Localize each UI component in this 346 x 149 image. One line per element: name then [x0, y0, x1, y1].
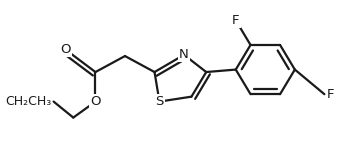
Text: O: O	[90, 95, 101, 108]
Text: F: F	[232, 14, 239, 27]
Text: F: F	[327, 88, 334, 101]
Text: O: O	[61, 43, 71, 56]
Text: CH₂CH₃: CH₂CH₃	[5, 95, 51, 108]
Text: CH: CH	[33, 95, 51, 108]
Text: S: S	[155, 95, 164, 108]
Text: N: N	[179, 48, 189, 61]
